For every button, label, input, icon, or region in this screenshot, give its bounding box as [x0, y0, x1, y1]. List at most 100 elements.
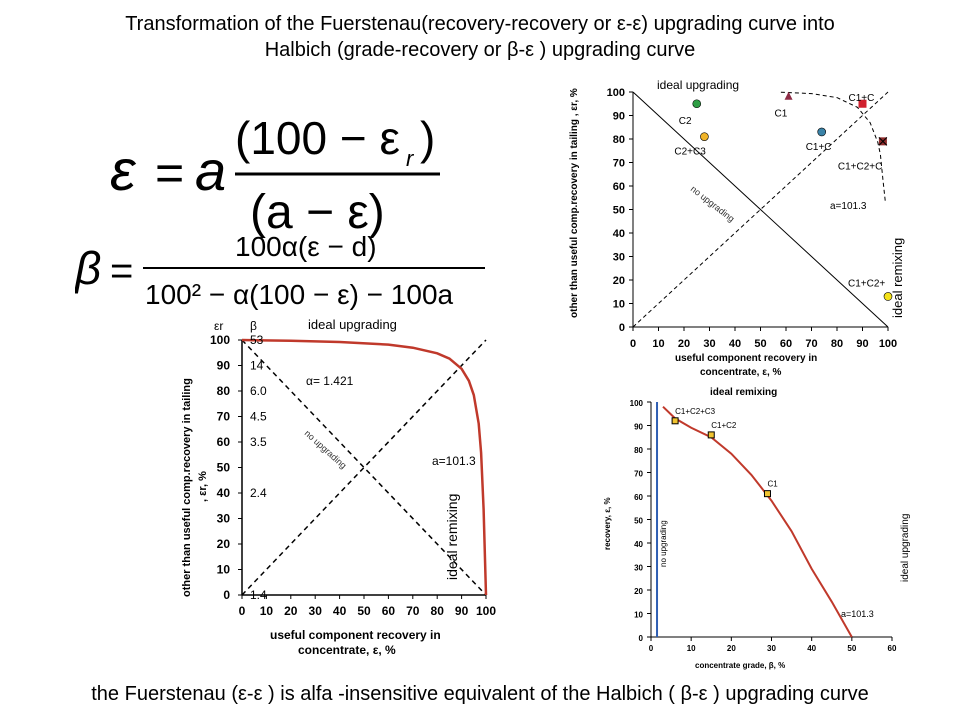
formula1-denominator: (a − ε)	[250, 186, 385, 238]
x-tick-label: 90	[455, 604, 469, 618]
y-tick-label: 80	[613, 134, 625, 146]
fuerstenau-chart-top: ideal upgrading ideal remixing no upgrad…	[560, 78, 920, 388]
data-point-label: C1+C2	[711, 421, 737, 430]
formula2-lhs: β	[75, 242, 101, 294]
x-tick-label: 70	[406, 604, 420, 618]
y-tick-label: 50	[613, 205, 625, 217]
upgrading-curve	[780, 91, 886, 203]
chart1-xlabel-line1: useful component recovery in	[675, 353, 817, 364]
x-tick-label: 50	[847, 644, 856, 653]
formula2-numerator: 100α(ε − d)	[235, 231, 377, 262]
data-point-label: C2	[679, 116, 692, 127]
y-tick-label: 50	[634, 517, 643, 526]
x-tick-label: 30	[767, 644, 776, 653]
x-tick-label: 80	[831, 338, 843, 350]
slide-title-line1: Transformation of the Fuerstenau(recover…	[125, 13, 835, 35]
data-point	[883, 292, 893, 301]
x-tick-label: 0	[649, 644, 654, 653]
y-tick-label: 20	[634, 587, 643, 596]
x-tick-label: 0	[630, 338, 636, 350]
data-point	[707, 431, 715, 439]
y-tick-label: 10	[613, 299, 625, 311]
data-point	[817, 127, 827, 137]
y-tick-label: 70	[613, 158, 625, 170]
x-tick-label: 40	[729, 338, 741, 350]
chart2-alpha-label: α= 1.421	[306, 374, 354, 388]
x-tick-label: 0	[239, 604, 246, 618]
beta-tick-label: 2.4	[250, 486, 267, 500]
y-tick-label: 100	[630, 399, 644, 408]
chart3-ylabel: recovery, ε, %	[603, 497, 612, 550]
x-tick-label: 50	[357, 604, 371, 618]
y-tick-label: 0	[619, 322, 625, 334]
slide-footer: the Fuerstenau (ε-ε ) is alfa -insensiti…	[91, 683, 869, 705]
chart2-xlabel-line2: concentrate, ε, %	[298, 643, 396, 657]
chart2-xlabel-line1: useful component recovery in	[270, 628, 441, 642]
chart2-axis-eps: εr	[214, 319, 223, 333]
x-tick-label: 10	[652, 338, 664, 350]
y-tick-label: 30	[634, 564, 643, 573]
beta-tick-label: 14	[250, 359, 264, 373]
svg-text:=: =	[110, 249, 133, 293]
beta-tick-label: 4.5	[250, 410, 267, 424]
svg-text:=: =	[155, 145, 184, 201]
formula1-numerator-sub: r	[406, 146, 415, 171]
x-tick-label: 10	[260, 604, 274, 618]
no-upgrading-line	[632, 91, 889, 328]
formula-beta: β = 100α(ε − d) 100² − α(100 − ε) − 100a	[73, 230, 495, 310]
y-tick-label: 60	[613, 181, 625, 193]
upgrading-curve	[662, 405, 853, 638]
ideal-diagonal-dashed	[241, 339, 487, 596]
y-tick-label: 60	[634, 493, 643, 502]
slide-title-line2: Halbich (grade-recovery or β-ε ) upgradi…	[264, 39, 696, 61]
y-tick-label: 20	[613, 275, 625, 287]
y-tick-label: 20	[217, 537, 231, 551]
x-tick-label: 20	[284, 604, 298, 618]
data-point-label: C1	[775, 109, 788, 120]
beta-tick-label: 53	[250, 333, 264, 347]
x-tick-label: 100	[879, 338, 897, 350]
chart1-ylabel: other than useful comp.recovery in taili…	[569, 88, 580, 318]
chart1-label-right: ideal remixing	[890, 238, 905, 318]
chart2-curve-label: a=101.3	[432, 454, 476, 468]
fuerstenau-chart-bottom: ideal upgrading εr β ideal remixing no u…	[170, 312, 510, 667]
chart1-xlabel-line2: concentrate, ε, %	[700, 367, 782, 378]
chart1-label-top: ideal upgrading	[657, 78, 739, 92]
x-tick-label: 100	[476, 604, 496, 618]
y-tick-label: 60	[217, 435, 231, 449]
chart3-blue-label: no upgrading	[659, 520, 668, 567]
x-tick-label: 20	[678, 338, 690, 350]
halbich-chart: ideal remixing ideal upgrading no upgrad…	[595, 382, 925, 677]
data-point	[763, 490, 771, 498]
upgrading-curve	[241, 338, 488, 596]
beta-tick-label: 3.5	[250, 435, 267, 449]
y-tick-label: 80	[217, 384, 231, 398]
y-tick-label: 0	[639, 634, 644, 643]
data-point-label: C1+C2+	[848, 278, 885, 289]
data-point-label: C1+C2+C	[838, 161, 882, 172]
y-tick-label: 70	[634, 470, 643, 479]
data-point	[671, 417, 679, 425]
chart2-axis-beta: β	[250, 319, 257, 333]
chart3-xlabel: concentrate grade, β, %	[695, 661, 785, 670]
y-tick-label: 30	[217, 512, 231, 526]
x-tick-label: 40	[807, 644, 816, 653]
x-tick-label: 10	[687, 644, 696, 653]
ideal-diagonal-dashed	[632, 91, 889, 328]
y-tick-label: 100	[210, 333, 230, 347]
x-tick-label: 20	[727, 644, 736, 653]
data-point-label: C1+C	[806, 142, 832, 153]
y-tick-label: 80	[634, 446, 643, 455]
formula1-coef: a	[195, 139, 226, 202]
chart3-label-right: ideal upgrading	[900, 514, 911, 582]
y-tick-label: 10	[217, 563, 231, 577]
x-tick-label: 30	[703, 338, 715, 350]
y-tick-label: 40	[634, 540, 643, 549]
y-tick-label: 70	[217, 410, 231, 424]
beta-tick-label: 1.4	[250, 588, 267, 602]
data-point-label: C1+C	[849, 93, 875, 104]
formula2-denominator: 100² − α(100 − ε) − 100a	[145, 279, 454, 310]
chart2-label-right: ideal remixing	[444, 494, 460, 580]
data-point-label: C2+C3	[674, 147, 706, 158]
data-point	[700, 132, 709, 141]
